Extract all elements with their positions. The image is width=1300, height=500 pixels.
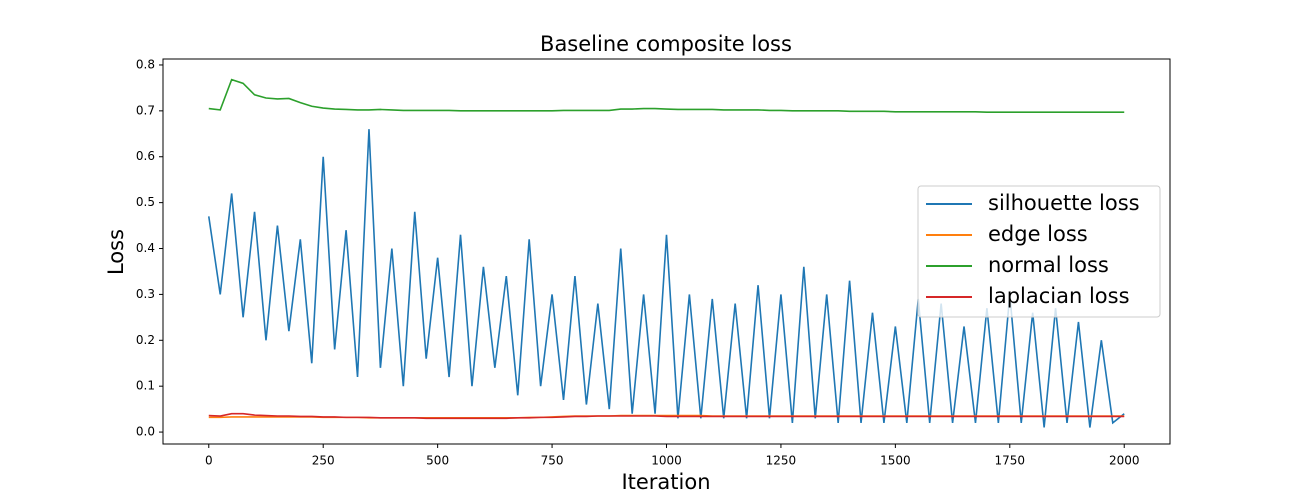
legend-box (917, 185, 1161, 318)
legend-label: laplacian loss (988, 284, 1130, 308)
x-tick-label: 1250 (766, 454, 797, 468)
x-tick-label: 1000 (651, 454, 682, 468)
y-tick-label: 0.5 (136, 195, 155, 209)
y-tick-label: 0.3 (136, 287, 155, 301)
legend-label: silhouette loss (988, 191, 1140, 215)
line-series (207, 129, 1125, 428)
y-tick-label: 0.6 (136, 149, 155, 163)
y-tick-label: 0.7 (136, 103, 155, 117)
x-tick-label: 1750 (995, 454, 1026, 468)
y-tick-label: 0.8 (136, 57, 155, 71)
x-tick-label: 750 (541, 454, 564, 468)
legend: silhouette loss edge loss normal loss lapla… (917, 185, 1161, 318)
y-tick-label: 0.0 (136, 425, 155, 439)
y-tick-label: 0.4 (136, 241, 155, 255)
plot-frame (162, 58, 1171, 445)
x-tick-label: 250 (312, 454, 335, 468)
x-tick-label: 2000 (1109, 454, 1140, 468)
x-tick-label: 500 (426, 454, 449, 468)
y-tick-label: 0.2 (136, 333, 155, 347)
legend-label: edge loss (988, 222, 1088, 246)
line-series (208, 78, 1125, 114)
line-series (208, 412, 1125, 420)
chart-title: Baseline composite loss (540, 32, 792, 56)
x-axis-label: Iteration (621, 470, 710, 494)
legend-label: normal loss (988, 253, 1109, 277)
x-tick-label: 1500 (880, 454, 911, 468)
x-tick-label: 0 (205, 454, 213, 468)
y-axis-label: Loss (104, 229, 128, 275)
y-tick-label: 0.1 (136, 379, 155, 393)
